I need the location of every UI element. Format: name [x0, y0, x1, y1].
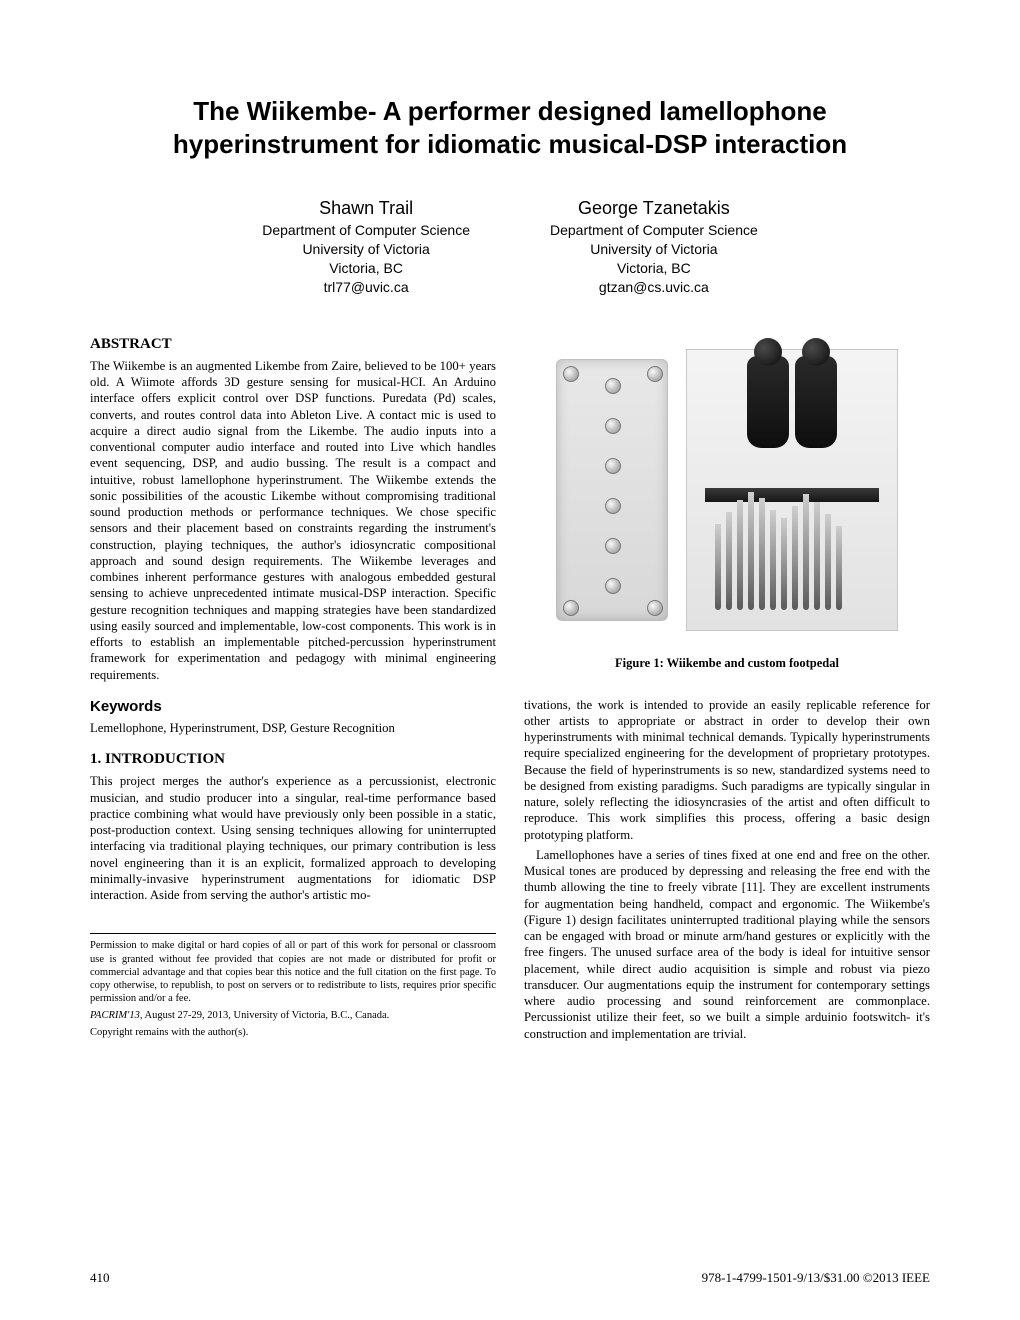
author-name: Shawn Trail	[262, 198, 470, 219]
permission-text: Permission to make digital or hard copie…	[90, 940, 496, 1004]
abstract-heading: ABSTRACT	[90, 335, 496, 354]
paper-title: The Wiikembe- A performer designed lamel…	[90, 95, 930, 160]
author-email: gtzan@cs.uvic.ca	[550, 278, 758, 297]
page-footer: 410 978-1-4799-1501-9/13/$31.00 ©2013 IE…	[90, 1270, 930, 1286]
page: The Wiikembe- A performer designed lamel…	[0, 0, 1020, 1320]
two-column-body: ABSTRACT The Wiikembe is an augmented Li…	[90, 335, 930, 1042]
right-column: Figure 1: Wiikembe and custom footpedal …	[524, 335, 930, 1042]
figurine-right	[795, 356, 837, 448]
conference-name: PACRIM'13,	[90, 1010, 143, 1021]
screw-icon	[605, 378, 621, 394]
abstract-text: The Wiikembe is an augmented Likembe fro…	[90, 358, 496, 683]
tine	[792, 506, 798, 610]
screw-icon	[605, 538, 621, 554]
author-email: trl77@uvic.ca	[262, 278, 470, 297]
author-1: Shawn Trail Department of Computer Scien…	[262, 198, 470, 297]
author-city: Victoria, BC	[262, 259, 470, 278]
figurine-left	[747, 356, 789, 448]
tine	[715, 524, 721, 610]
screw-icon	[605, 418, 621, 434]
tine	[825, 514, 831, 610]
col2-paragraph-1: tivations, the work is intended to provi…	[524, 697, 930, 843]
screw-icon	[605, 498, 621, 514]
author-block: Shawn Trail Department of Computer Scien…	[90, 198, 930, 297]
tine	[814, 502, 820, 610]
wiikembe-illustration	[686, 349, 898, 631]
footpedal-illustration	[556, 359, 668, 621]
figure-1-caption: Figure 1: Wiikembe and custom footpedal	[524, 655, 930, 671]
tine	[770, 510, 776, 610]
tines-row	[715, 490, 869, 610]
col2-paragraph-2: Lamellophones have a series of tines fix…	[524, 847, 930, 1042]
screw-icon	[647, 366, 663, 382]
author-uni: University of Victoria	[550, 240, 758, 259]
tine	[726, 512, 732, 610]
conference-line: PACRIM'13, August 27-29, 2013, Universit…	[90, 1009, 496, 1022]
tine	[803, 494, 809, 610]
permission-block: Permission to make digital or hard copie…	[90, 933, 496, 1039]
left-column: ABSTRACT The Wiikembe is an augmented Li…	[90, 335, 496, 1042]
carved-figurines	[747, 356, 837, 448]
screw-icon	[563, 366, 579, 382]
intro-paragraph-1: This project merges the author's experie…	[90, 773, 496, 903]
screw-icon	[647, 600, 663, 616]
author-city: Victoria, BC	[550, 259, 758, 278]
isbn-line: 978-1-4799-1501-9/13/$31.00 ©2013 IEEE	[702, 1270, 930, 1286]
author-dept: Department of Computer Science	[262, 221, 470, 240]
author-name: George Tzanetakis	[550, 198, 758, 219]
page-number: 410	[90, 1270, 110, 1286]
section-1-heading: 1. INTRODUCTION	[90, 750, 496, 769]
author-dept: Department of Computer Science	[550, 221, 758, 240]
tine	[737, 500, 743, 610]
screw-icon	[563, 600, 579, 616]
author-2: George Tzanetakis Department of Computer…	[550, 198, 758, 297]
tine	[836, 526, 842, 610]
author-uni: University of Victoria	[262, 240, 470, 259]
tine	[748, 492, 754, 610]
copyright-line: Copyright remains with the author(s).	[90, 1026, 496, 1039]
screw-icon	[605, 578, 621, 594]
screw-icon	[605, 458, 621, 474]
keywords-text: Lemellophone, Hyperinstrument, DSP, Gest…	[90, 720, 496, 736]
figure-1	[524, 335, 930, 645]
tine	[759, 498, 765, 610]
tine	[781, 518, 787, 610]
keywords-heading: Keywords	[90, 697, 496, 716]
conference-rest: August 27-29, 2013, University of Victor…	[143, 1010, 390, 1021]
